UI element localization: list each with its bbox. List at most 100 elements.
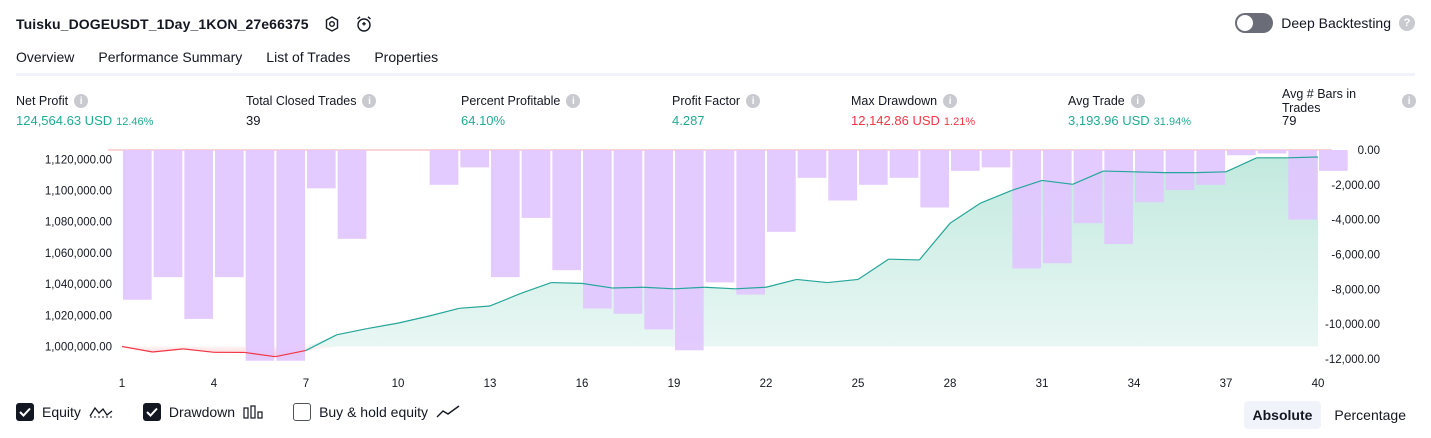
drawdown-bar	[276, 150, 305, 361]
drawdown-bar	[1043, 150, 1072, 264]
info-icon[interactable]: i	[566, 94, 581, 108]
drawdown-bar	[1135, 150, 1164, 203]
metrics-row: Net Profit i 124,564.63 USD 12.46% Total C…	[16, 87, 1416, 133]
x-axis-tick-label: 31	[1036, 378, 1049, 390]
equity-drawdown-chart[interactable]: 1,120,000.00 1,100,000.00 1,080,000.00 1,06…	[0, 140, 1431, 395]
metric-percent-profitable: Percent Profitable i 64.10%	[461, 93, 581, 128]
deep-backtesting-toggle[interactable]	[1235, 13, 1274, 33]
buy-hold-icon	[436, 405, 460, 419]
equity-line-segment	[152, 348, 184, 353]
x-axis-tick-label: 25	[852, 378, 865, 390]
equity-line-segment	[520, 282, 552, 295]
metric-percent: 12.46%	[116, 116, 154, 128]
right-axis-tick-label: -8,000.00	[1331, 284, 1380, 296]
right-axis: 0.00 -2,000.00 -4,000.00 -6,000.00 -8,000.00…	[1325, 145, 1380, 366]
legend-drawdown[interactable]: Drawdown	[142, 403, 263, 421]
legend-equity[interactable]: Equity	[16, 403, 113, 421]
drawdown-bar	[245, 150, 275, 361]
drawdown-bar	[981, 150, 1011, 168]
drawdown-bar	[705, 150, 735, 283]
x-axis-tick-label: 40	[1312, 378, 1325, 390]
equity-line-segment	[121, 345, 153, 353]
drawdown-bar	[1196, 150, 1225, 185]
tab-overview[interactable]: Overview	[16, 46, 75, 76]
tab-properties[interactable]: Properties	[374, 49, 439, 65]
drawdown-bar	[123, 150, 152, 300]
x-axis-tick-label: 4	[211, 378, 218, 390]
metric-label: Avg Trade	[1068, 94, 1125, 108]
report-tabs: Overview Performance Summary List of Tra…	[16, 46, 438, 76]
mode-percentage[interactable]: Percentage	[1334, 407, 1406, 423]
metric-avg-bars: Avg # Bars in Trades i 79	[1282, 87, 1416, 128]
equity-line-segment	[397, 315, 429, 324]
tabs-divider	[16, 73, 1415, 76]
drawdown-bar	[828, 150, 857, 201]
equity-line-segment	[1225, 157, 1257, 173]
equity-line-segment	[612, 286, 644, 289]
x-axis-tick-label: 13	[484, 378, 497, 390]
left-axis-tick-label: 1,060,000.00	[45, 248, 112, 260]
drawdown-bar	[307, 150, 336, 189]
left-axis: 1,120,000.00 1,100,000.00 1,080,000.00 1,06…	[45, 154, 112, 353]
buy-hold-checkbox[interactable]	[293, 403, 312, 421]
legend-buy-hold[interactable]: Buy & hold equity	[293, 403, 460, 421]
info-icon[interactable]: i	[746, 94, 761, 108]
drawdown-bar	[153, 150, 183, 278]
right-axis-tick-label: 0.00	[1358, 145, 1380, 157]
deep-backtesting-label: Deep Backtesting	[1281, 15, 1391, 31]
equity-line-segment	[673, 286, 705, 290]
drawdown-checkbox[interactable]	[142, 403, 161, 421]
x-axis: 1 4 7 10 13 16 19 22 25 28 31 34 37 40	[119, 378, 1325, 390]
right-axis-tick-label: -4,000.00	[1331, 215, 1380, 227]
equity-line-segment	[581, 282, 613, 289]
drawdown-bar	[644, 150, 673, 330]
x-axis-tick-label: 16	[576, 378, 589, 390]
add-alert-icon[interactable]	[355, 15, 373, 33]
info-icon[interactable]: i	[362, 94, 377, 108]
drawdown-icon	[243, 405, 263, 419]
drawdown-bar	[1012, 150, 1041, 269]
equity-line-segment	[1195, 171, 1227, 174]
x-axis-tick-label: 37	[1220, 378, 1233, 390]
info-icon[interactable]: i	[74, 94, 89, 108]
legend-label: Buy & hold equity	[319, 404, 429, 420]
info-icon[interactable]: i	[943, 94, 958, 108]
equity-line-segment	[551, 281, 583, 284]
tab-list-of-trades[interactable]: List of Trades	[266, 49, 351, 65]
right-axis-tick-label: -10,000.00	[1325, 319, 1380, 331]
metric-value: 79	[1282, 113, 1297, 128]
equity-line-segment	[459, 305, 491, 309]
equity-line-segment	[1133, 171, 1165, 174]
toggle-knob	[1237, 15, 1254, 31]
drawdown-bar	[889, 150, 919, 178]
metric-percent: 31.94%	[1153, 116, 1191, 128]
drawdown-bar	[521, 150, 551, 218]
settings-icon[interactable]	[323, 15, 341, 33]
equity-checkbox[interactable]	[16, 403, 34, 421]
tab-performance-summary[interactable]: Performance Summary	[98, 49, 243, 65]
right-axis-tick-label: -2,000.00	[1331, 180, 1380, 192]
equity-icon	[89, 405, 113, 419]
equity-line-segment	[305, 334, 337, 351]
equity-line-segment	[765, 278, 797, 288]
report-header: Tuisku_DOGEUSDT_1Day_1KON_27e66375	[16, 12, 373, 36]
metric-profit-factor: Profit Factor i 4.287	[672, 93, 761, 128]
equity-line-segment	[827, 278, 859, 284]
mode-absolute[interactable]: Absolute	[1243, 401, 1322, 429]
metric-max-drawdown: Max Drawdown i 12,142.86 USD 1.21%	[851, 93, 975, 128]
drawdown-bar	[675, 150, 704, 351]
x-axis-tick-label: 19	[668, 378, 681, 390]
legend-label: Drawdown	[168, 404, 236, 420]
metric-label: Net Profit	[16, 94, 69, 108]
info-icon[interactable]: i	[1402, 94, 1416, 108]
info-icon[interactable]: i	[1130, 94, 1145, 108]
drawdown-bar	[797, 150, 827, 178]
equity-line-segment	[888, 258, 920, 261]
equity-line-segment	[980, 189, 1012, 204]
help-icon[interactable]: ?	[1399, 15, 1415, 31]
metric-label: Percent Profitable	[461, 94, 561, 108]
drawdown-bars-group	[108, 149, 1348, 361]
equity-line-segment	[244, 351, 276, 358]
left-axis-tick-label: 1,080,000.00	[45, 217, 112, 229]
drawdown-bar	[951, 150, 980, 171]
